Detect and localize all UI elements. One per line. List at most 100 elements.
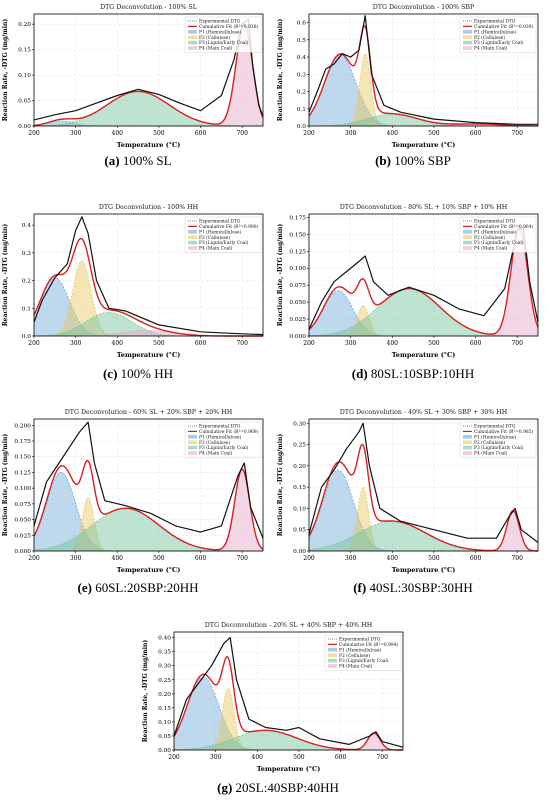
cumulative-fit-line: [33, 23, 264, 127]
x-axis-label: Temperature (°C): [392, 351, 456, 359]
y-tick-label: 0.3: [22, 251, 32, 257]
legend-label: P1 (Hemicellulose): [474, 435, 516, 440]
peak-area: [309, 521, 538, 551]
x-tick-label: 300: [345, 555, 357, 562]
y-tick-label: 0.175: [14, 439, 31, 445]
legend-swatch: [463, 240, 472, 245]
x-tick-label: 700: [511, 130, 523, 137]
caption-d: (d) 80SL:10SBP:10HH: [283, 366, 543, 382]
y-tick-label: 0.30: [293, 421, 306, 427]
chart-c: DTG Deconvolution - 100% HH 200 300 400 500 6…: [2, 204, 264, 359]
caption-f: (f) 40SL:30SBP:30HH: [283, 580, 543, 596]
legend-swatch: [188, 435, 197, 439]
y-tick-label: 0.050: [14, 518, 31, 524]
y-tick-label: 0.4: [297, 55, 307, 61]
chart-f: DTG Deconvolution - 40% SL + 30% SBP + 3…: [277, 409, 539, 574]
chart-d: DTG Deconvolution - 80% SL + 10% SBP + 1…: [277, 204, 539, 359]
peak-area: [309, 288, 538, 336]
peak-area: [34, 312, 263, 336]
x-tick-label: 500: [428, 555, 440, 562]
caption-text: 100% SL: [119, 153, 172, 168]
legend-box: [459, 421, 537, 458]
cumulative-fit-line: [308, 25, 538, 127]
x-axis-label: Temperature (°C): [257, 765, 321, 773]
legend-label: Cumulative Fit (R²=0.994): [339, 642, 398, 648]
legend-swatch: [188, 440, 197, 444]
chart-b: DTG Deconvolution - 100% SBP 200 300 400 500…: [277, 4, 539, 149]
x-tick-label: 400: [112, 340, 124, 347]
y-tick-label: 0.0: [22, 334, 32, 340]
x-axis-label: Temperature (°C): [117, 566, 181, 574]
y-tick-label: 0.25: [158, 678, 171, 684]
x-tick-label: 600: [195, 130, 207, 137]
legend-swatch: [463, 445, 472, 450]
y-tick-label: 0.1: [297, 107, 306, 113]
legend-label: P1 (Hemicellulose): [474, 30, 516, 35]
legend-label: P3 (Lignin/Early Coal): [339, 659, 389, 664]
plot-frame: [33, 213, 264, 337]
legend-swatch: [188, 30, 197, 34]
y-tick-label: 0.00: [293, 549, 306, 555]
caption-text: 80SL:10SBP:10HH: [367, 366, 475, 381]
plot-frame: [33, 418, 264, 552]
peak-area: [34, 330, 263, 336]
legend-label: P1 (Hemicellulose): [199, 230, 241, 235]
legend-swatch: [328, 648, 337, 652]
y-tick-label: 0.000: [14, 549, 31, 555]
x-tick-label: 300: [70, 555, 82, 562]
y-tick-label: 0.025: [289, 317, 306, 323]
chart-title: DTG Deconvolution - 20% SL + 40% SBP + 4…: [205, 622, 373, 629]
caption-letter: (c): [102, 366, 118, 381]
y-tick-label: 0.1: [22, 306, 31, 312]
experimental-line: [173, 637, 404, 748]
chart-title: DTG Deconvolution - 40% SL + 30% SBP + 3…: [340, 409, 508, 416]
x-tick-label: 500: [153, 130, 165, 137]
x-axis-label: Temperature (°C): [117, 351, 181, 359]
experimental-line: [308, 422, 539, 543]
legend-label: P1 (Hemicellulose): [199, 30, 241, 35]
legend-label: Experimental DTG: [199, 220, 241, 225]
legend-swatch: [188, 451, 197, 455]
x-tick-label: 200: [303, 555, 315, 562]
y-tick-label: 0.125: [289, 249, 306, 255]
cumulative-fit-line: [173, 656, 403, 751]
chart-a: DTG Deconvolution - 100% SL 200 300 400 500 6…: [2, 4, 264, 149]
cumulative-fit-line: [308, 443, 538, 552]
experimental-line: [33, 421, 264, 539]
y-tick-label: 0.3: [297, 72, 307, 78]
y-tick-label: 0.15: [18, 48, 31, 54]
y-tick-label: 0.2: [22, 279, 32, 285]
x-tick-label: 500: [153, 555, 165, 562]
x-tick-label: 600: [470, 555, 482, 562]
plot-frame: [308, 418, 539, 552]
peak-area: [309, 227, 538, 336]
chart-title: DTG Deconvolution - 100% SBP: [373, 4, 475, 11]
legend-label: P3 (Lignin/Early Coal): [474, 41, 524, 46]
caption-letter: (g): [217, 780, 233, 795]
plot-frame: [173, 631, 404, 751]
legend-swatch: [188, 46, 197, 50]
peak-outline: [33, 120, 263, 127]
y-tick-label: 0.175: [289, 215, 306, 221]
caption-text: 60SL:20SBP:20HH: [91, 580, 199, 595]
legend-swatch: [463, 451, 472, 455]
peak-area: [309, 305, 538, 336]
y-tick-label: 0.15: [293, 485, 306, 491]
peak-area: [34, 469, 263, 551]
legend-swatch: [463, 435, 472, 439]
x-tick-label: 300: [210, 754, 222, 761]
y-tick-label: 0.00: [158, 748, 171, 754]
legend-swatch: [463, 440, 472, 444]
y-tick-label: 0.075: [14, 502, 31, 508]
y-tick-label: 0.000: [289, 334, 306, 340]
peak-area: [309, 113, 538, 126]
x-tick-label: 300: [345, 130, 357, 137]
x-axis-label: Temperature (°C): [392, 141, 456, 149]
plot-frame: [308, 13, 539, 127]
